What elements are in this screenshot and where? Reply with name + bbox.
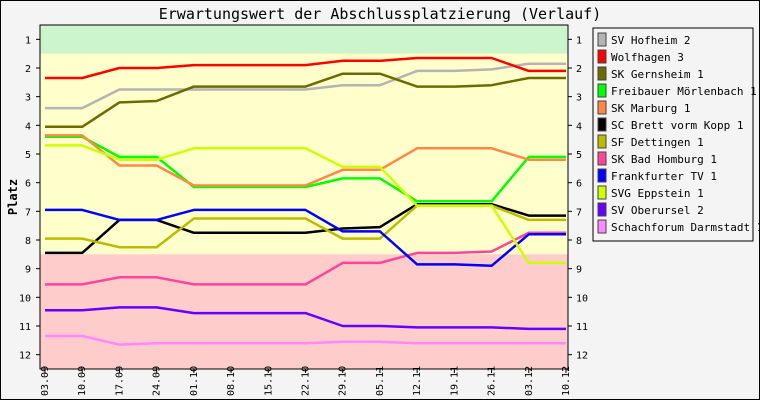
y-tick-label-left: 3 xyxy=(25,93,31,104)
legend-swatch xyxy=(597,49,607,64)
x-tick-label: 24.09 xyxy=(152,366,163,396)
legend-swatch xyxy=(597,100,607,115)
band-1 xyxy=(40,53,568,255)
legend-label: Frankfurter TV 1 xyxy=(611,170,717,183)
y-tick-label-left: 1 xyxy=(25,35,31,46)
y-tick-label-left: 4 xyxy=(25,121,31,132)
series-line-10 xyxy=(45,306,566,331)
plot-bands xyxy=(40,25,568,369)
y-tick-label-right: 9 xyxy=(576,265,582,276)
legend-label: SV Oberursel 2 xyxy=(611,204,704,217)
legend: SV Hofheim 2 Wolfhagen 3 SK Gernsheim 1 Fre… xyxy=(592,27,760,242)
legend-swatch xyxy=(597,219,607,234)
x-tick-label: 10.12 xyxy=(561,366,572,396)
x-tick-label: 19.11 xyxy=(449,366,460,396)
x-tick-label: 12.11 xyxy=(412,366,423,396)
y-tick-label-right: 10 xyxy=(576,293,588,304)
legend-swatch xyxy=(597,83,607,98)
y-tick-label-left: 5 xyxy=(25,150,31,161)
y-tick-label-right: 11 xyxy=(576,322,588,333)
legend-label: SK Gernsheim 1 xyxy=(611,68,704,81)
y-tick-label-right: 8 xyxy=(576,236,582,247)
legend-swatch xyxy=(597,151,607,166)
legend-label: Freibauer Mörlenbach 1 xyxy=(611,85,757,98)
legend-swatch xyxy=(597,185,607,200)
y-tick-label-left: 9 xyxy=(25,265,31,276)
legend-label: SV Hofheim 2 xyxy=(611,34,690,47)
y-tick-label-right: 2 xyxy=(576,64,582,75)
x-tick-label: 05.11 xyxy=(375,366,386,396)
y-tick-label-right: 1 xyxy=(576,35,582,46)
x-tick-label: 29.10 xyxy=(338,366,349,396)
series-line-4 xyxy=(45,134,566,187)
x-tick-label: 01.10 xyxy=(189,366,200,396)
band-2 xyxy=(40,254,568,369)
series-line-11 xyxy=(45,334,566,346)
x-tick-label: 10.09 xyxy=(77,366,88,396)
plot-series xyxy=(45,56,566,346)
x-tick-label: 17.09 xyxy=(114,366,125,396)
y-tick-label-right: 12 xyxy=(576,351,588,362)
y-tick-label-left: 11 xyxy=(19,322,31,333)
legend-swatch xyxy=(597,32,607,47)
series-line-0 xyxy=(45,62,566,110)
y-tick-label-left: 2 xyxy=(25,64,31,75)
y-tick-label-right: 4 xyxy=(576,121,582,132)
legend-swatch xyxy=(597,117,607,132)
y-tick-label-right: 5 xyxy=(576,150,582,161)
y-tick-label-right: 6 xyxy=(576,179,582,190)
series-line-7 xyxy=(45,231,566,286)
y-tick-label-right: 7 xyxy=(576,207,582,218)
x-ticks: 03.09 10.09 17.09 24.09 01.10 08.10 15.10 22.10… xyxy=(40,366,572,396)
x-tick-label: 22.10 xyxy=(301,366,312,396)
y-tick-label-left: 6 xyxy=(25,179,31,190)
series-line-1 xyxy=(45,56,566,80)
y-axis-label: Platz xyxy=(6,179,20,215)
legend-swatch xyxy=(597,134,607,149)
y-tick-label-left: 12 xyxy=(19,351,31,362)
y-tick-label-left: 8 xyxy=(25,236,31,247)
legend-label: SK Marburg 1 xyxy=(611,102,690,115)
legend-label: Schachforum Darmstadt 1 xyxy=(611,221,760,234)
legend-label: SK Bad Homburg 1 xyxy=(611,153,717,166)
series-line-2 xyxy=(45,72,566,129)
legend-swatch xyxy=(597,66,607,81)
series-line-9 xyxy=(45,144,566,265)
x-tick-label: 03.12 xyxy=(524,366,535,396)
x-tick-label: 03.09 xyxy=(40,366,51,396)
legend-label: SC Brett vorm Kopp 1 xyxy=(611,119,743,132)
legend-label: SVG Eppstein 1 xyxy=(611,187,704,200)
series-line-8 xyxy=(45,208,566,268)
x-tick-label: 08.10 xyxy=(226,366,237,396)
chart-title: Erwartungswert der Abschlussplatzierung … xyxy=(159,5,602,23)
y-tick-label-left: 10 xyxy=(19,293,31,304)
plot-frame xyxy=(39,24,569,370)
y-tick-label-right: 3 xyxy=(576,93,582,104)
y-tick-label-left: 7 xyxy=(25,207,31,218)
legend-label: Wolfhagen 3 xyxy=(611,51,684,64)
legend-label: SF Dettingen 1 xyxy=(611,136,704,149)
legend-swatch xyxy=(597,168,607,183)
x-tick-label: 26.11 xyxy=(487,366,498,396)
x-tick-label: 15.10 xyxy=(263,366,274,396)
legend-swatch xyxy=(597,202,607,217)
legend-box xyxy=(592,27,754,242)
series-line-3 xyxy=(45,135,566,203)
band-0 xyxy=(40,25,568,54)
